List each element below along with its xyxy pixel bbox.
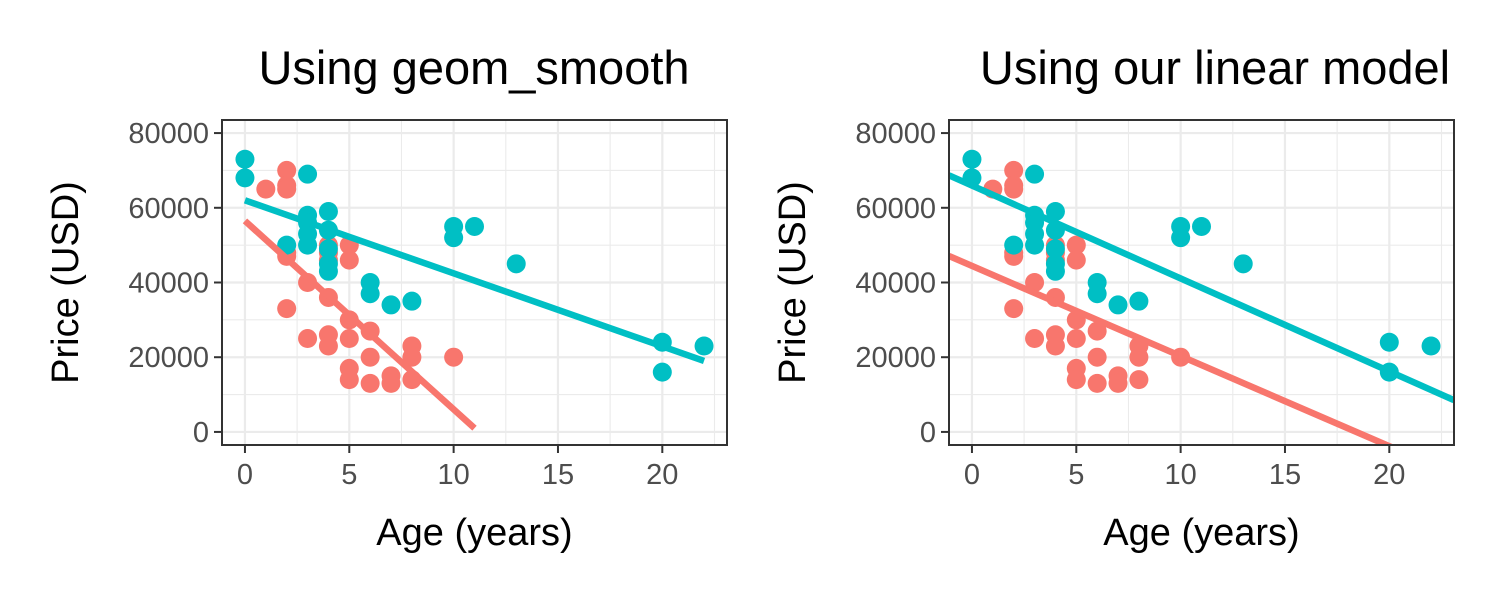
y-tick-label: 80000 bbox=[855, 118, 936, 150]
data-point bbox=[1045, 202, 1065, 222]
data-point bbox=[1004, 299, 1024, 319]
data-point bbox=[1087, 347, 1107, 367]
data-point bbox=[1066, 370, 1086, 390]
chart-panel-1: 0 5 10 15 20 0 20000 40000 60000 80000 Using geom_… bbox=[45, 41, 728, 554]
data-point bbox=[1192, 216, 1211, 236]
x-axis-title: Age (years) bbox=[376, 512, 572, 554]
y-tick-label: 20000 bbox=[855, 342, 936, 374]
x-tick-label: 15 bbox=[542, 459, 574, 491]
data-point bbox=[1025, 273, 1045, 292]
data-point bbox=[1087, 321, 1107, 341]
x-tick-label: 5 bbox=[341, 459, 357, 491]
data-point bbox=[1108, 295, 1128, 315]
y-tick-label: 60000 bbox=[128, 193, 209, 225]
data-point bbox=[1066, 235, 1086, 255]
fit-line bbox=[242, 218, 477, 431]
y-axis-title: Price (USD) bbox=[772, 181, 814, 384]
data-layer bbox=[235, 149, 714, 431]
data-point bbox=[1087, 373, 1107, 393]
data-point bbox=[402, 291, 422, 311]
data-point bbox=[1087, 284, 1107, 304]
data-point bbox=[444, 228, 464, 248]
data-point bbox=[360, 373, 380, 393]
data-point bbox=[235, 149, 255, 169]
fit-line bbox=[243, 197, 706, 365]
data-point bbox=[444, 347, 464, 367]
data-point bbox=[1045, 336, 1065, 356]
data-point bbox=[1004, 235, 1024, 255]
data-point bbox=[1004, 179, 1024, 199]
data-point bbox=[298, 164, 318, 184]
data-point bbox=[1129, 347, 1149, 367]
x-tick-label: 10 bbox=[437, 459, 469, 491]
data-point bbox=[339, 370, 359, 390]
data-point bbox=[298, 329, 318, 349]
data-point bbox=[1129, 291, 1149, 311]
data-point bbox=[339, 329, 359, 349]
data-point bbox=[360, 284, 380, 304]
y-tick-label: 80000 bbox=[128, 118, 209, 150]
data-point bbox=[962, 149, 982, 169]
data-point bbox=[694, 336, 714, 356]
data-point bbox=[506, 254, 526, 274]
data-point bbox=[465, 216, 484, 236]
chart-title: Using geom_smooth bbox=[258, 41, 689, 94]
data-point bbox=[1108, 373, 1128, 393]
x-tick-label: 15 bbox=[1269, 459, 1301, 491]
data-point bbox=[318, 336, 338, 356]
data-point bbox=[360, 347, 380, 367]
data-point bbox=[1233, 254, 1253, 274]
x-tick-label: 5 bbox=[1068, 459, 1084, 491]
gridlines bbox=[949, 120, 1454, 445]
x-tick-label: 20 bbox=[646, 459, 678, 491]
x-tick-label: 20 bbox=[1373, 459, 1405, 491]
data-point bbox=[652, 362, 672, 382]
y-axis-title: Price (USD) bbox=[45, 181, 87, 384]
data-point bbox=[1045, 261, 1065, 281]
x-axis-title: Age (years) bbox=[1103, 512, 1299, 554]
data-point bbox=[1066, 329, 1086, 349]
data-point bbox=[1171, 228, 1191, 248]
y-tick-label: 20000 bbox=[128, 342, 209, 374]
x-tick-label: 0 bbox=[237, 459, 253, 491]
chart-panel-2: 0 5 10 15 20 0 20000 40000 60000 80000 Using our l… bbox=[772, 41, 1455, 554]
data-point bbox=[318, 202, 338, 222]
x-tick-label: 10 bbox=[1164, 459, 1196, 491]
data-point bbox=[277, 179, 297, 199]
data-point bbox=[235, 168, 255, 188]
data-point bbox=[1025, 164, 1045, 184]
y-tick-label: 40000 bbox=[128, 268, 209, 300]
data-point bbox=[381, 373, 401, 393]
data-point bbox=[277, 160, 297, 180]
data-point bbox=[256, 179, 276, 199]
data-point bbox=[1004, 160, 1024, 180]
data-point bbox=[1129, 370, 1149, 390]
data-point bbox=[1421, 336, 1441, 356]
data-point bbox=[339, 250, 359, 270]
y-tick-label: 0 bbox=[920, 417, 936, 449]
data-point bbox=[1379, 332, 1399, 352]
data-point bbox=[1045, 239, 1065, 259]
y-tick-label: 60000 bbox=[855, 193, 936, 225]
data-layer bbox=[949, 149, 1454, 445]
data-point bbox=[1025, 235, 1045, 255]
fit-line bbox=[949, 252, 1395, 445]
data-point bbox=[402, 347, 422, 367]
y-tick-label: 40000 bbox=[855, 268, 936, 300]
fit-line bbox=[949, 172, 1454, 404]
x-tick-label: 0 bbox=[964, 459, 980, 491]
y-tick-label: 0 bbox=[193, 417, 209, 449]
data-point bbox=[1066, 250, 1086, 270]
data-point bbox=[277, 299, 297, 319]
data-point bbox=[318, 239, 338, 259]
data-point bbox=[318, 261, 338, 281]
data-point bbox=[1025, 329, 1045, 349]
data-point bbox=[381, 295, 401, 315]
chart-title: Using our linear model bbox=[980, 41, 1450, 94]
data-point bbox=[298, 235, 318, 255]
